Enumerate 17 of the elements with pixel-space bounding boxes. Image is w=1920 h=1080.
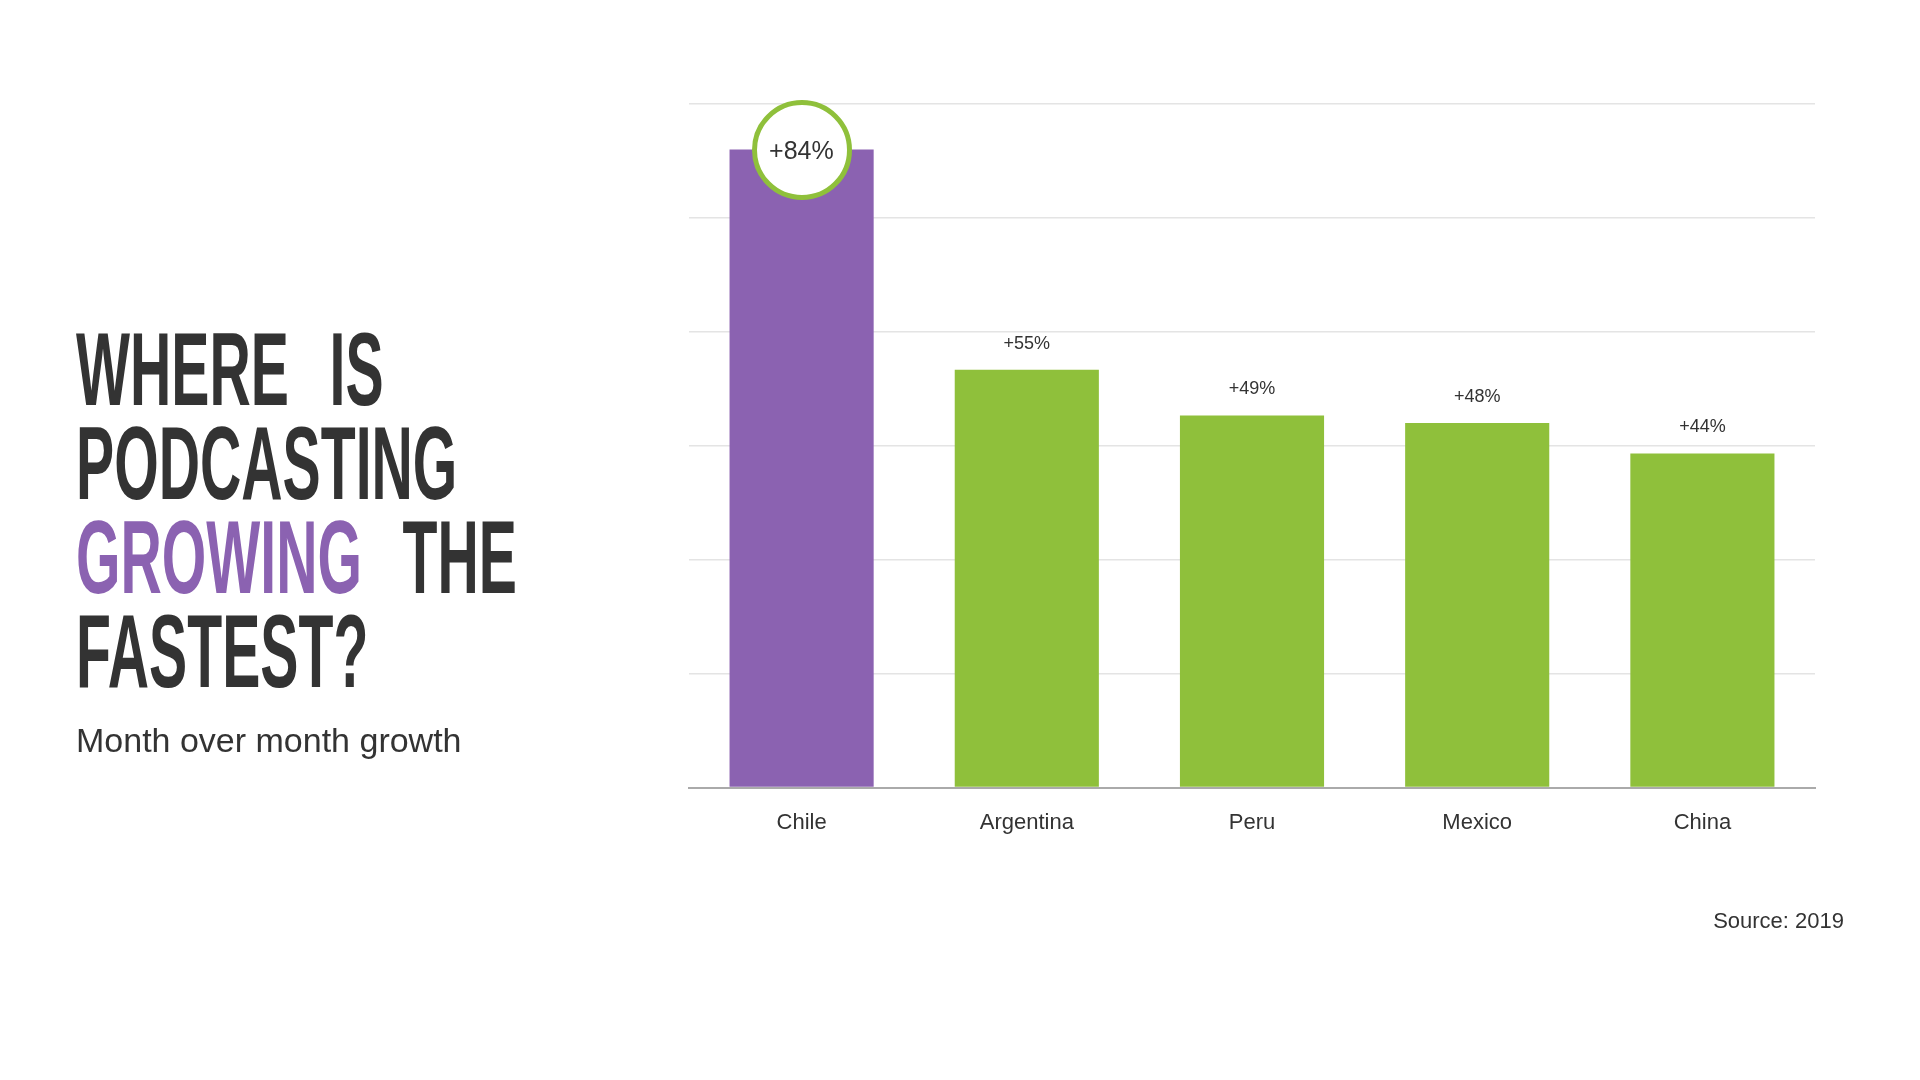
data-label: +49% [1228,378,1276,399]
bar [954,369,1099,787]
x-tick-label: Peru [1228,808,1276,834]
data-label: +55% [1003,332,1051,353]
text: Month over month growth [76,721,462,760]
bar [1630,453,1775,787]
source-note: Source: 2019 [1713,908,1844,934]
text: WHERE IS PODCASTING GROWING THE FASTEST? [76,311,518,709]
bar [1405,423,1550,787]
x-tick-label: Mexico [1442,808,1513,834]
data-label: +48% [1453,385,1501,406]
x-tick-label: Chile [776,808,827,834]
x-tick-label: China [1673,808,1732,834]
data-label: +44% [1679,416,1726,437]
x-tick-label: Argentina [979,808,1075,834]
data-label: +84% [769,134,834,165]
bar [1179,415,1325,787]
